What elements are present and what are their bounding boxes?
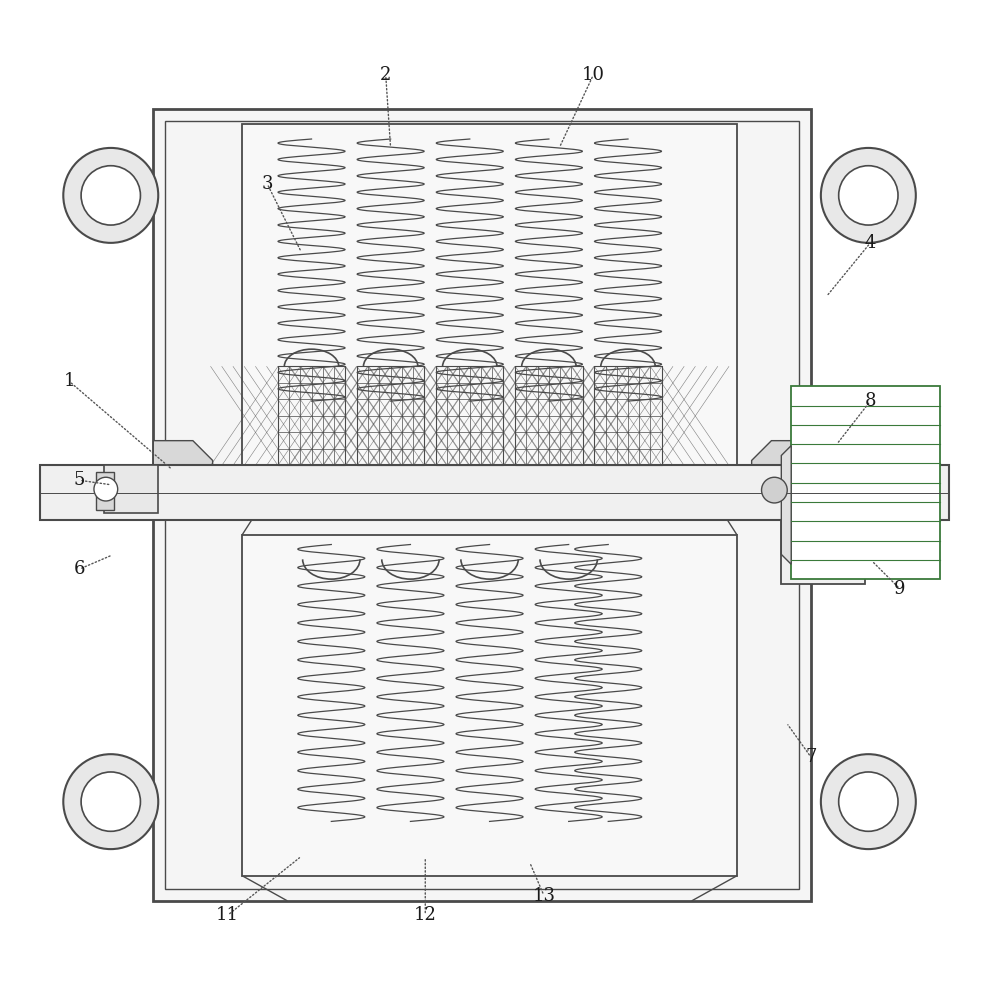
Polygon shape <box>153 441 213 500</box>
Text: 4: 4 <box>864 234 876 252</box>
Bar <box>96 472 114 510</box>
Circle shape <box>94 477 118 501</box>
Circle shape <box>63 148 158 243</box>
Circle shape <box>762 477 787 503</box>
Bar <box>594 366 662 465</box>
Text: 7: 7 <box>805 748 817 766</box>
Circle shape <box>63 754 158 849</box>
Bar <box>242 124 737 465</box>
Bar <box>278 366 345 465</box>
Bar <box>791 386 940 579</box>
Text: 9: 9 <box>894 580 906 598</box>
Text: 1: 1 <box>63 372 75 390</box>
Text: 8: 8 <box>864 392 876 410</box>
Text: 3: 3 <box>261 175 273 193</box>
Text: 13: 13 <box>532 887 556 905</box>
Bar <box>40 465 949 520</box>
Text: 11: 11 <box>216 906 239 924</box>
Circle shape <box>839 166 898 225</box>
Polygon shape <box>752 441 811 500</box>
Text: 6: 6 <box>73 560 85 578</box>
Text: 5: 5 <box>73 471 85 489</box>
Bar <box>781 465 865 584</box>
Circle shape <box>81 772 140 831</box>
Circle shape <box>81 166 140 225</box>
Circle shape <box>839 772 898 831</box>
Text: 10: 10 <box>582 66 605 84</box>
Bar <box>165 121 799 889</box>
Text: 2: 2 <box>380 66 392 84</box>
Circle shape <box>821 148 916 243</box>
Bar <box>153 109 811 901</box>
Bar <box>357 366 424 465</box>
Bar <box>104 465 158 513</box>
Bar <box>242 535 737 876</box>
Bar <box>515 366 583 465</box>
Bar <box>436 366 503 465</box>
Text: 12: 12 <box>413 906 437 924</box>
Polygon shape <box>781 446 791 564</box>
Circle shape <box>821 754 916 849</box>
